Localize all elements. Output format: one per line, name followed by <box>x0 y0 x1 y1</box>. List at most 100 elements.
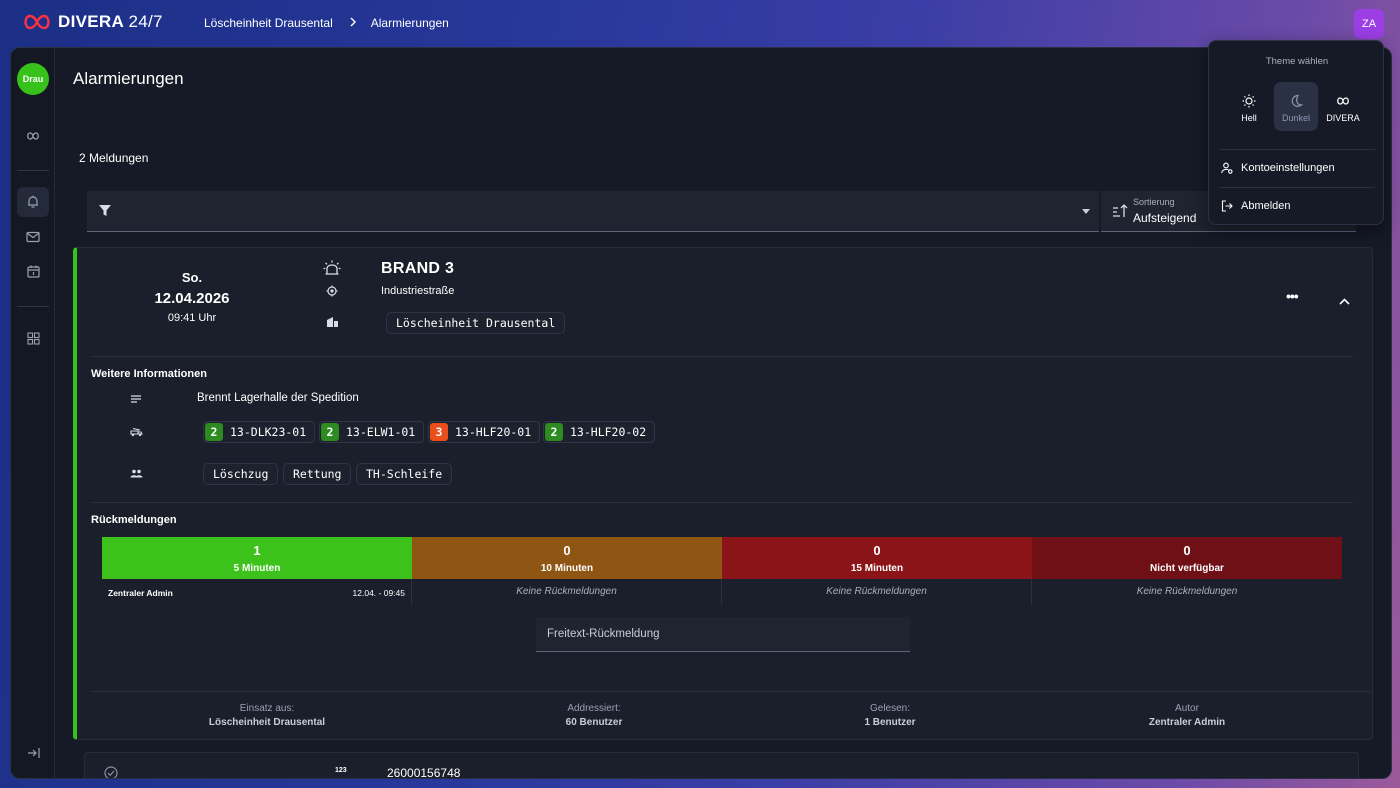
filter-icon <box>99 205 111 216</box>
response-label: Nicht verfügbar <box>1150 563 1224 574</box>
breadcrumb-unit[interactable]: Löscheinheit Drausental <box>204 16 333 30</box>
menu-item-label: Kontoeinstellungen <box>1241 162 1335 174</box>
alarm-address: Industriestraße <box>381 285 455 297</box>
sidebar-item-messages[interactable] <box>17 222 49 252</box>
footer-value: 60 Benutzer <box>565 717 623 728</box>
dropdown-caret-icon <box>1082 209 1090 214</box>
group-icon <box>126 466 146 480</box>
infinity-icon <box>27 132 39 140</box>
sun-icon <box>1227 90 1271 112</box>
response-label: 10 Minuten <box>540 563 594 574</box>
group-chip: Rettung <box>283 463 352 485</box>
footer-label: Autor <box>1175 703 1199 714</box>
vehicle-name: 13-HLF20-01 <box>455 425 532 439</box>
vehicle-chip: 3 13-HLF20-01 <box>428 421 541 443</box>
menu-item-label: Abmelden <box>1241 200 1291 212</box>
sidebar-item-dashboard[interactable] <box>17 121 49 151</box>
alarm-date-block: So. 12.04.2026 09:41 Uhr <box>137 270 247 324</box>
vehicle-count: 3 <box>430 423 448 441</box>
theme-dark-option[interactable]: Dunkel <box>1274 82 1318 131</box>
responses-title: Rückmeldungen <box>91 514 177 526</box>
footer-value: Zentraler Admin <box>1148 717 1226 728</box>
brand-name: DIVERA <box>58 12 124 31</box>
user-avatar-button[interactable]: ZA <box>1354 9 1384 39</box>
footer-read: Gelesen: 1 Benutzer <box>740 703 1040 728</box>
breadcrumb: Löscheinheit Drausental Alarmierungen <box>204 16 449 30</box>
vehicle-count: 2 <box>205 423 223 441</box>
divider <box>91 356 1353 357</box>
response-15min-button[interactable]: 0 15 Minuten <box>722 537 1032 579</box>
theme-option-label: Dunkel <box>1281 113 1310 123</box>
response-count: 0 <box>563 543 571 558</box>
sort-ascending-icon <box>1113 204 1128 217</box>
breadcrumb-page[interactable]: Alarmierungen <box>370 16 449 30</box>
response-time: 12.04. - 09:45 <box>352 588 405 598</box>
response-label: 15 Minuten <box>850 563 904 574</box>
sidebar-item-calendar[interactable] <box>17 256 49 286</box>
response-unavailable-button[interactable]: 0 Nicht verfügbar <box>1032 537 1342 579</box>
more-options-button[interactable]: ••• <box>1286 288 1299 304</box>
no-responses-text: Keine Rückmeldungen <box>1136 586 1238 597</box>
text-lines-icon <box>127 393 145 405</box>
top-bar: DIVERA 24/7 Löscheinheit Drausental Alar… <box>0 0 1400 46</box>
filter-select[interactable] <box>87 191 1099 232</box>
theme-menu-title: Theme wählen <box>1265 56 1329 67</box>
response-list: Keine Rückmeldungen <box>412 579 722 605</box>
divider <box>91 691 1371 692</box>
group-chip: TH-Schleife <box>356 463 453 485</box>
footer-label: Gelesen: <box>869 703 911 714</box>
alarm-title: BRAND 3 <box>381 260 455 277</box>
response-label: 5 Minuten <box>233 563 281 574</box>
mail-icon <box>26 231 40 243</box>
grid-icon <box>26 331 40 345</box>
message-count: 2 Meldungen <box>79 151 149 165</box>
user-settings-icon <box>1221 162 1233 174</box>
sidebar-item-overview[interactable] <box>17 323 49 353</box>
infinity-logo-icon <box>24 14 50 30</box>
more-info-title: Weitere Informationen <box>91 368 207 380</box>
response-user: Zentraler Admin <box>108 588 173 598</box>
vehicle-chip: 2 13-DLK23-01 <box>203 421 316 443</box>
response-5min-button[interactable]: 1 5 Minuten <box>102 537 412 579</box>
vehicle-chip: 2 13-ELW1-01 <box>319 421 425 443</box>
number-icon: 123 <box>335 767 347 774</box>
alarm-weekday: So. <box>181 270 203 285</box>
calendar-icon <box>26 265 40 278</box>
sidebar-divider <box>17 306 49 307</box>
menu-divider <box>1219 149 1375 150</box>
response-count: 1 <box>253 543 261 558</box>
siren-icon <box>321 259 343 277</box>
check-circle-icon <box>103 765 119 778</box>
footer-author: Autor Zentraler Admin <box>1037 703 1337 728</box>
sort-label: Sortierung <box>1133 197 1175 207</box>
footer-value: 1 Benutzer <box>864 717 916 728</box>
response-list: Zentraler Admin 12.04. - 09:45 <box>102 579 412 605</box>
location-icon <box>322 284 342 298</box>
vehicle-count: 2 <box>321 423 339 441</box>
theme-light-option[interactable]: Hell <box>1227 82 1271 131</box>
sidebar-divider <box>17 170 49 171</box>
collapse-right-icon <box>27 748 40 758</box>
sort-value: Aufsteigend <box>1133 211 1197 225</box>
collapse-button[interactable] <box>1339 292 1350 310</box>
freetext-response-input[interactable]: Freitext-Rückmeldung <box>536 617 910 652</box>
alarm-card: So. 12.04.2026 09:41 Uhr BRAND 3 Industr… <box>73 247 1373 740</box>
footer-origin: Einsatz aus: Löscheinheit Drausental <box>117 703 417 728</box>
vehicle-name: 13-DLK23-01 <box>230 425 307 439</box>
theme-divera-option[interactable]: DIVERA <box>1321 82 1365 131</box>
vehicle-name: 13-HLF20-02 <box>570 425 647 439</box>
response-10min-button[interactable]: 0 10 Minuten <box>412 537 722 579</box>
page-title: Alarmierungen <box>73 69 184 88</box>
sidebar-item-alarms[interactable] <box>17 187 49 217</box>
user-menu: Theme wählen Hell Dunkel DIVERA Kontoein… <box>1208 40 1384 225</box>
sidebar-collapse-button[interactable] <box>17 738 49 768</box>
vehicle-icon <box>126 425 146 439</box>
logout-menu-item[interactable]: Abmelden <box>1221 200 1291 212</box>
divera-logo[interactable]: DIVERA 24/7 <box>22 12 163 32</box>
no-responses-text: Keine Rückmeldungen <box>826 586 927 597</box>
alarm-description: Brennt Lagerhalle der Spedition <box>197 392 359 404</box>
unit-avatar[interactable]: Drau <box>17 63 49 95</box>
chevron-up-icon <box>1339 298 1350 305</box>
account-settings-menu-item[interactable]: Kontoeinstellungen <box>1221 162 1335 174</box>
alarm-card[interactable]: 123 26000156748 <box>84 752 1359 778</box>
